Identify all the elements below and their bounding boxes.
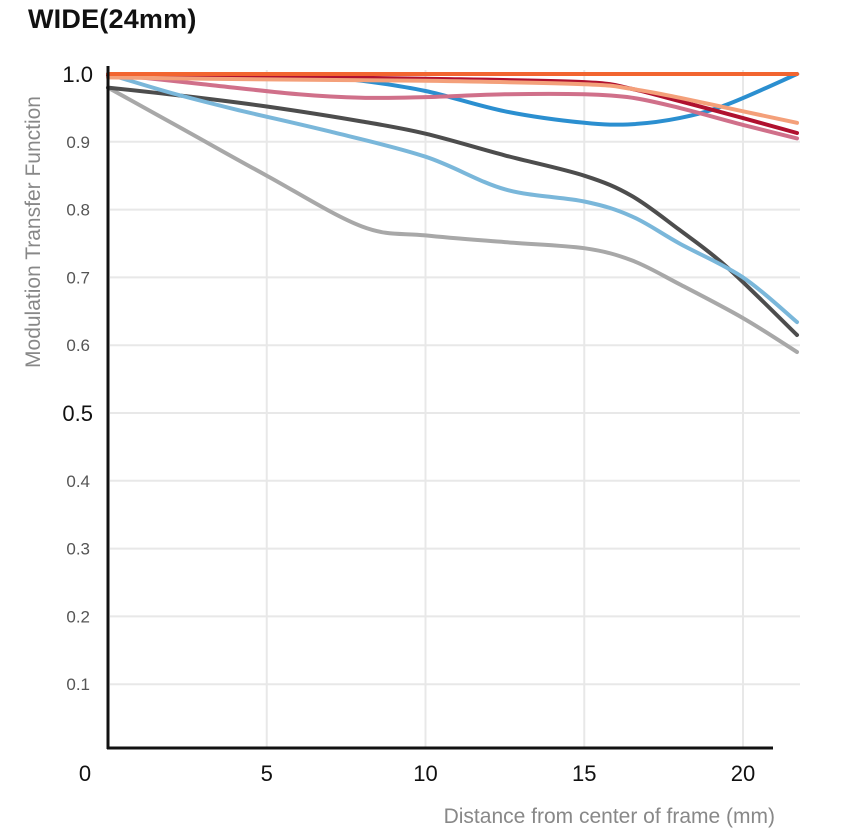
- y-tick-label: 0.7: [66, 268, 90, 287]
- series-pink-line: [106, 72, 799, 141]
- series-lines: [106, 71, 799, 354]
- series-dark-red-line: [106, 73, 799, 135]
- chart-title: WIDE(24mm): [28, 4, 197, 34]
- x-tick-label: 0: [79, 761, 91, 786]
- x-tick-label: 10: [413, 761, 437, 786]
- y-tick-label: 0.5: [62, 401, 93, 426]
- y-tick-label: 0.4: [66, 472, 90, 491]
- y-tick-label: 1.0: [62, 62, 93, 87]
- y-tick-label: 0.1: [66, 675, 90, 694]
- series-salmon-line: [106, 75, 799, 125]
- grid-lines: [110, 70, 800, 747]
- series-dark-gray-line: [106, 85, 799, 337]
- y-tick-label: 0.8: [66, 201, 90, 220]
- x-tick-label: 15: [572, 761, 596, 786]
- y-tick-label: 0.9: [66, 133, 90, 152]
- x-tick-label: 20: [731, 761, 755, 786]
- y-tick-label: 0.3: [66, 540, 90, 559]
- y-tick-label: 0.6: [66, 336, 90, 355]
- x-tick-labels: 0 5 10 15 20: [79, 761, 755, 786]
- series-light-blue-line: [106, 72, 799, 325]
- x-axis-label: Distance from center of frame (mm): [444, 805, 775, 828]
- series-gray-line: [106, 85, 799, 354]
- y-axis-label: Modulation Transfer Function: [22, 96, 45, 368]
- y-tick-labels: 1.0 0.9 0.8 0.7 0.6 0.5 0.4 0.3 0.2 0.1: [62, 62, 93, 694]
- x-tick-label: 5: [261, 761, 273, 786]
- y-tick-label: 0.2: [66, 607, 90, 626]
